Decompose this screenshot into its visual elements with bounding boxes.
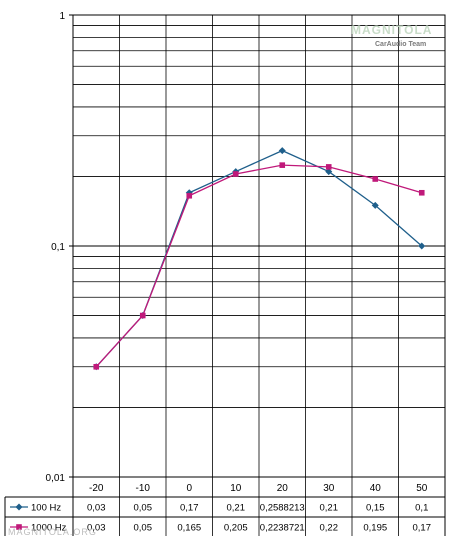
data-point	[139, 312, 146, 319]
y-tick-label: 0,1	[51, 242, 65, 253]
series-line	[95, 164, 422, 368]
y-axis: 1 0,1 0,01	[46, 11, 73, 484]
data-label: 0,2238721	[260, 523, 305, 534]
data-point	[279, 162, 286, 168]
watermark-logo: MAGNITOLA CarAudio Team	[351, 23, 432, 48]
legend-label: 100 Hz	[31, 503, 61, 514]
data-label: 0,03	[87, 503, 106, 514]
data-point	[372, 176, 379, 182]
legend-label: 1000 Hz	[31, 523, 67, 534]
x-tick-label: 10	[230, 483, 242, 494]
watermark-title: MAGNITOLA	[351, 23, 432, 37]
data-point	[186, 192, 193, 199]
x-tick-label: 50	[416, 483, 428, 494]
data-label: 0,1	[415, 503, 428, 514]
data-point	[371, 201, 379, 209]
x-tick-label: 0	[186, 483, 192, 494]
legend-marker	[16, 524, 22, 530]
data-label: 0,205	[224, 523, 248, 534]
data-label: 0,05	[134, 503, 153, 514]
data-point	[278, 147, 286, 155]
y-tick-label: 0,01	[46, 473, 66, 484]
data-label: 0,2588213	[260, 503, 305, 514]
x-tick-label: -10	[136, 483, 151, 494]
data-point	[418, 189, 425, 196]
y-tick-label: 1	[59, 11, 65, 22]
legend-marker	[15, 503, 23, 511]
x-tick-label: 20	[277, 483, 289, 494]
data-label: 0,22	[320, 523, 339, 534]
grid	[72, 14, 446, 478]
x-tick-label: -20	[89, 483, 104, 494]
data-label: 0,15	[366, 503, 385, 514]
data-point	[325, 168, 333, 176]
x-tick-label: 30	[323, 483, 335, 494]
data-label: 0,17	[180, 503, 199, 514]
data-point	[325, 164, 332, 170]
data-point	[93, 363, 100, 370]
data-point	[232, 171, 239, 177]
data-label: 0,21	[227, 503, 246, 514]
data-point	[418, 242, 426, 250]
data-label: 0,17	[413, 523, 432, 534]
watermark-url: MAGNITOLA.ORG	[8, 527, 97, 536]
data-label: 0,165	[177, 523, 201, 534]
plot-area	[92, 147, 426, 371]
data-label: 0,05	[134, 523, 153, 534]
data-label: 0,21	[320, 503, 339, 514]
watermark-subtitle: CarAudio Team	[375, 41, 426, 48]
data-table: -20 -10 0 10 20 30 40 50 100 Hz 0,03 0,05 0,17 0,21 0…	[4, 477, 446, 536]
x-tick-label: 40	[370, 483, 382, 494]
data-label: 0,03	[87, 523, 106, 534]
data-label: 0,195	[363, 523, 387, 534]
